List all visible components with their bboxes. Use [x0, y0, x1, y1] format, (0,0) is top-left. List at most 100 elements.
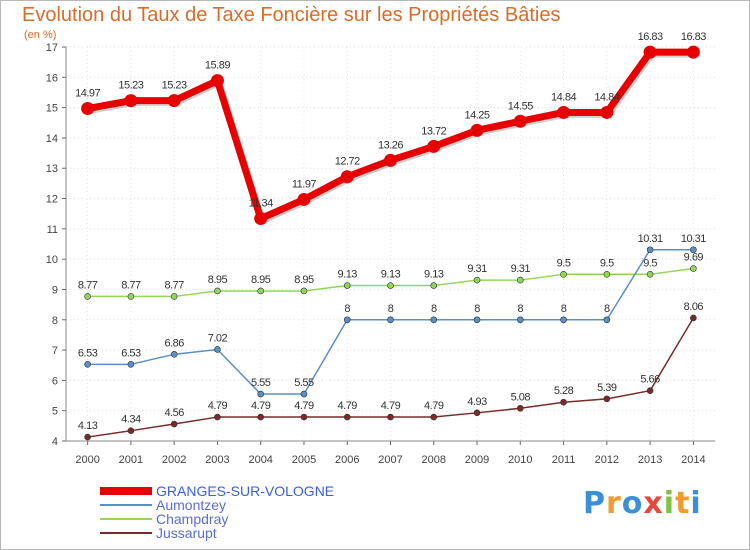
legend-label: GRANGES-SUR-VOLOGNE	[156, 483, 335, 499]
data-label: 9.5	[557, 257, 571, 269]
data-point	[603, 395, 611, 403]
logo-letter: x	[643, 486, 664, 521]
y-tick-label: 6	[52, 375, 58, 387]
data-label: 10.31	[638, 233, 663, 245]
y-tick-label: 14	[46, 133, 58, 145]
data-point	[300, 390, 308, 398]
y-tick-label: 12	[46, 194, 58, 206]
data-label: 9.13	[381, 269, 401, 281]
x-tick-label: 2005	[292, 454, 316, 466]
data-label: 4.79	[251, 400, 271, 412]
data-point	[473, 276, 481, 284]
legend-item: Aumontzey	[100, 498, 334, 512]
data-label: 4.79	[208, 400, 228, 412]
data-point	[600, 105, 614, 119]
legend-swatch	[100, 504, 152, 506]
data-point	[646, 271, 654, 278]
data-label: 8	[474, 303, 480, 315]
data-label: 14.97	[75, 88, 100, 100]
proxiti-logo: Proxiti	[583, 486, 702, 521]
data-point	[300, 413, 308, 421]
data-label: 5.28	[554, 385, 574, 397]
data-label: 8.77	[164, 279, 184, 291]
x-tick-label: 2013	[638, 454, 662, 466]
data-point	[170, 351, 178, 358]
y-tick-label: 16	[46, 72, 58, 84]
data-label: 4.93	[467, 396, 487, 408]
legend-item: Champdray	[100, 512, 334, 526]
data-label: 9.5	[600, 257, 614, 269]
data-point	[470, 123, 484, 137]
data-point	[560, 271, 567, 278]
data-label: 5.55	[251, 377, 271, 389]
data-label: 4.79	[424, 400, 444, 412]
data-label: 6.86	[164, 337, 184, 349]
data-label: 4.79	[294, 400, 314, 412]
y-tick-label: 4	[52, 436, 58, 448]
data-point	[300, 287, 308, 295]
data-label: 4.79	[338, 400, 358, 412]
logo-letter: r	[606, 486, 622, 521]
data-label: 9.5	[643, 257, 657, 269]
data-point	[214, 413, 221, 421]
data-point	[297, 192, 311, 206]
data-label: 16.83	[638, 31, 663, 43]
data-point	[257, 390, 265, 398]
data-label: 16.83	[681, 31, 706, 43]
x-tick-label: 2008	[422, 454, 446, 466]
legend-item: Jussarupt	[100, 526, 334, 540]
data-point	[254, 212, 268, 226]
data-label: 8	[431, 303, 437, 315]
data-point	[384, 153, 397, 167]
logo-letter: t	[675, 486, 691, 521]
data-point	[127, 293, 135, 300]
data-label: 9.31	[511, 263, 531, 275]
data-label: 13.72	[421, 125, 446, 137]
data-label: 14.55	[508, 100, 533, 112]
data-label: 8	[517, 303, 523, 315]
chart-title: Evolution du Taux de Taxe Foncière sur l…	[22, 4, 561, 26]
x-tick-label: 2011	[552, 454, 576, 466]
data-label: 8	[604, 303, 610, 315]
data-label: 11.34	[249, 198, 274, 210]
data-point	[473, 409, 481, 417]
x-tick-label: 2007	[378, 454, 402, 466]
data-point	[516, 404, 524, 412]
data-point	[81, 102, 95, 116]
data-label: 5.55	[294, 377, 314, 389]
legend-label: Aumontzey	[156, 497, 227, 513]
data-point	[124, 94, 138, 108]
x-tick-label: 2003	[205, 454, 229, 466]
data-label: 11.97	[292, 178, 317, 190]
data-label: 8.95	[294, 274, 314, 286]
data-label: 5.66	[640, 374, 660, 386]
legend-swatch	[100, 532, 152, 534]
data-point	[690, 314, 697, 322]
data-point	[603, 271, 611, 278]
data-label: 9.13	[338, 269, 358, 281]
data-point	[343, 316, 351, 324]
data-label: 8.95	[251, 274, 271, 286]
legend-swatch	[100, 487, 152, 495]
data-label: 5.39	[597, 382, 617, 394]
data-point	[560, 316, 567, 324]
y-tick-label: 15	[46, 103, 58, 115]
data-label: 15.23	[118, 80, 143, 92]
data-point	[646, 387, 654, 394]
data-point	[513, 114, 527, 128]
data-point	[340, 170, 354, 184]
data-point	[430, 282, 438, 289]
y-tick-label: 5	[52, 406, 58, 418]
data-point	[257, 413, 265, 421]
x-tick-label: 2001	[119, 454, 143, 466]
x-tick-label: 2014	[681, 454, 705, 466]
data-label: 8	[344, 303, 350, 315]
y-tick-label: 7	[52, 345, 58, 357]
data-label: 14.84	[594, 91, 619, 103]
data-point	[557, 105, 571, 119]
data-point	[210, 74, 224, 88]
data-label: 9.69	[684, 252, 704, 264]
data-label: 10.31	[681, 233, 706, 245]
data-label: 4.13	[78, 420, 98, 432]
data-point	[127, 427, 135, 434]
